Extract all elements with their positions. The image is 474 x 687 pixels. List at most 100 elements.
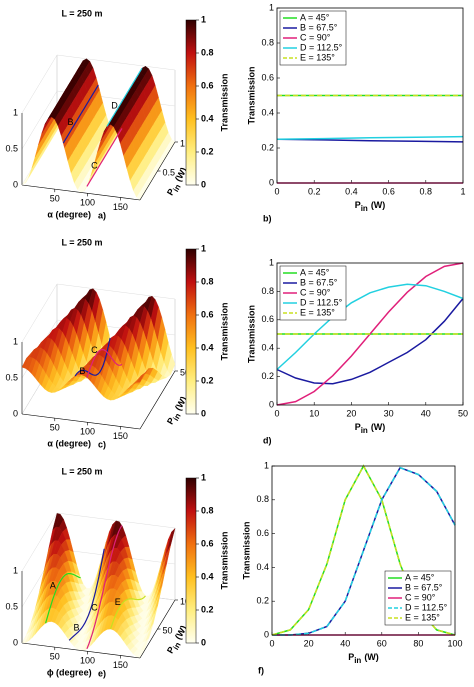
axis-label-main: P: [348, 652, 354, 662]
colorbar-tick-label: 0.2: [201, 146, 214, 156]
colorbar-tick-label: 0.6: [201, 309, 214, 319]
plot-frame: [271, 465, 456, 636]
colorbar-tick-label: 0.2: [201, 604, 214, 614]
y-tick-label: 0.2: [261, 371, 274, 381]
chart-title: L = 250 m: [61, 237, 102, 247]
colorbar-tick-label: 1: [201, 243, 206, 253]
x-tick-label: 50: [50, 194, 60, 204]
y-tick-label: 1: [264, 460, 269, 470]
surface-curve: [109, 595, 146, 630]
x-tick-label: 100: [80, 656, 95, 666]
x-tick-label: 1: [460, 186, 465, 196]
axis-label-main: P: [165, 645, 177, 655]
colorbar-tick-label: 0.6: [201, 538, 214, 548]
surface-patch: [28, 160, 37, 178]
colorbar-tick-label: 0.6: [201, 80, 214, 90]
x-tick-label: 100: [447, 638, 462, 648]
axis-label-sub: in: [171, 641, 182, 652]
z-tick-label: 0: [13, 179, 18, 189]
curve-label: C: [91, 345, 98, 355]
y-tick-label: 0.8: [261, 286, 274, 296]
colorbar: [185, 248, 197, 415]
surface-curve: [74, 337, 111, 377]
panel-label: b): [263, 213, 272, 223]
x-tick-label: 10: [309, 408, 319, 418]
legend-label: A = 45°: [405, 572, 435, 582]
x-tick-label: 150: [113, 202, 128, 212]
axis-label-unit: (W): [371, 422, 386, 432]
z-tick-label: 0: [13, 408, 18, 418]
axis-label: Pin(W): [355, 200, 386, 213]
y-tick-label: 0.6: [261, 72, 274, 82]
y-tick-label: 50: [163, 625, 173, 635]
colorbar-tick-label: 0: [201, 637, 206, 647]
y-tick-label: 0.8: [261, 37, 274, 47]
panel-label: d): [263, 435, 272, 445]
surface-curve: [68, 548, 105, 641]
colorbar-tick-label: 0.8: [201, 276, 214, 286]
colorbar-tick-label: 0.4: [201, 113, 214, 123]
x-axis-label: ϕ (degree): [47, 667, 92, 677]
series-line: [272, 466, 456, 636]
colorbar-tick-label: 0.8: [201, 47, 214, 57]
axis-label-main: P: [355, 422, 361, 432]
colorbar: [185, 19, 197, 186]
y-tick-label: 0: [269, 399, 274, 409]
series-line: [276, 283, 464, 371]
axis-label-sub: in: [171, 412, 182, 423]
x-tick-label: 50: [458, 408, 468, 418]
z-tick-label: 1: [13, 336, 18, 346]
legend-label: E = 135°: [405, 612, 440, 622]
x-axis: [21, 413, 141, 430]
axis-label-main: P: [355, 200, 361, 210]
x-tick-label: 20: [346, 408, 356, 418]
y-tick-label: 1: [269, 257, 274, 267]
legend-label: D = 112.5°: [300, 297, 343, 307]
x-tick-label: 0: [274, 408, 279, 418]
y-axis-label: Transmission: [246, 305, 256, 363]
x-axis: [21, 642, 141, 659]
x-tick-label: 0: [269, 638, 274, 648]
x-tick-label: 80: [413, 638, 423, 648]
axis-label-unit: (W): [364, 652, 379, 662]
y-axis-label: Transmission: [246, 66, 256, 124]
legend-label: B = 67.5°: [300, 22, 338, 32]
colorbar: [185, 477, 197, 644]
panel-label: e): [98, 668, 106, 678]
legend-label: B = 67.5°: [405, 582, 443, 592]
surface-curve: [86, 348, 123, 378]
x-tick-label: 150: [113, 431, 128, 441]
x-axis-label: α (degree): [47, 438, 91, 448]
x-tick-label: 0.8: [420, 186, 433, 196]
grid-line: [21, 54, 176, 114]
x-tick-label: 0: [274, 186, 279, 196]
colorbar-label: Transmission: [219, 531, 229, 589]
chart-title: L = 250 m: [61, 8, 102, 18]
colorbar-tick-label: 1: [201, 472, 206, 482]
y-tick-label: 0: [264, 629, 269, 639]
legend-label: A = 45°: [300, 12, 330, 22]
x-axis-label: α (degree): [47, 209, 91, 219]
axis-label-unit: (W): [371, 200, 386, 210]
colorbar-tick-label: 0: [201, 408, 206, 418]
surface-curve: [86, 525, 123, 650]
x-tick-label: 20: [304, 638, 314, 648]
legend-label: B = 67.5°: [300, 277, 338, 287]
panel-label: c): [98, 439, 106, 449]
legend-label: D = 112.5°: [300, 42, 343, 52]
x-tick-label: 0.2: [308, 186, 321, 196]
x-tick-label: 50: [50, 423, 60, 433]
legend-label: A = 45°: [300, 267, 330, 277]
z-tick-label: 0: [13, 637, 18, 647]
legend-label: E = 135°: [300, 52, 335, 62]
x-tick-label: 40: [340, 638, 350, 648]
x-tick-label: 100: [80, 427, 95, 437]
y-tick-label: 0.4: [261, 343, 274, 353]
legend-label: E = 135°: [300, 307, 335, 317]
x-tick-label: 60: [377, 638, 387, 648]
curve-label: B: [79, 366, 85, 376]
z-tick-label: 1: [13, 565, 18, 575]
axis-label-sub: in: [361, 204, 368, 213]
colorbar-label: Transmission: [219, 73, 229, 131]
